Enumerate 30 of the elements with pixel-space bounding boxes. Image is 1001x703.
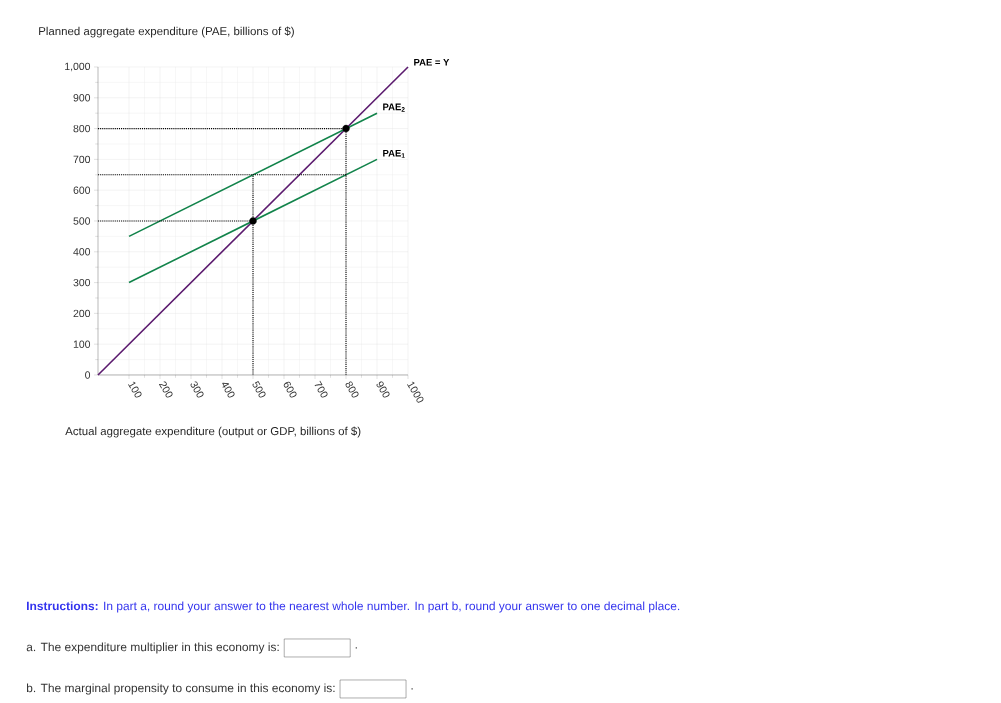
y-tick-label: 100 <box>73 340 91 348</box>
x-tick-label: 800 <box>345 381 359 398</box>
x-tick-label: 200 <box>158 381 173 398</box>
y-tick-label: 200 <box>73 309 91 318</box>
y-tick-label: 400 <box>73 248 91 256</box>
y-tick-label: 1,000 <box>65 62 91 72</box>
x-tick-label: 100 <box>128 381 142 398</box>
series-label: PAE$_{1}$ <box>383 149 405 158</box>
series-label: PAE$_{2}$ <box>383 103 405 112</box>
x-tick-label: 400 <box>222 382 235 398</box>
text: . <box>355 647 357 649</box>
x-tick-label: 600 <box>283 381 297 398</box>
y-tick-label: 300 <box>73 278 91 287</box>
x-tick-label: 500 <box>252 380 266 398</box>
y-tick-label: 800 <box>73 124 91 133</box>
y-tick-label: 900 <box>73 94 91 102</box>
series-label: PAE = Y <box>414 58 450 66</box>
y-tick-label: 600 <box>73 186 91 194</box>
x-tick-label: 900 <box>376 381 390 398</box>
text: a. The expenditure multiplier in this economy is: <box>26 642 279 654</box>
text: b. The marginal propensity to consume in this economy is: <box>26 683 335 695</box>
y-tick-label: 500 <box>73 217 91 225</box>
y-axis-title: Planned aggregate expenditure (PAE, billions of $) <box>39 26 294 38</box>
text: Instructions: In part a, round your answer to the nearest whole number. In part b, round your answer to one decimal place. <box>27 601 680 613</box>
text: . <box>411 688 413 690</box>
y-tick-label: 700 <box>73 155 91 164</box>
x-tick-label: 300 <box>190 381 204 398</box>
y-tick-label: 0 <box>85 371 91 379</box>
x-axis-title: Actual aggregate expenditure (output or GDP, billions of $) <box>65 426 361 438</box>
x-tick-label: 700 <box>314 380 328 398</box>
